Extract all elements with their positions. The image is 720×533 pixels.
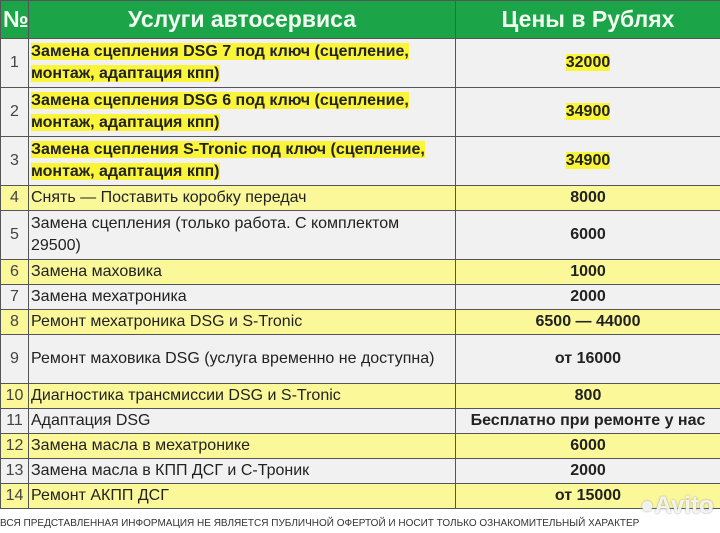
price-cell: 800 <box>455 383 720 409</box>
table-row: 14 Ремонт АКПП ДСГ от 15000 <box>0 483 720 509</box>
price-value: от 15000 <box>554 487 622 504</box>
row-number: 2 <box>0 87 29 137</box>
service-cell: Замена сцепления (только работа. С компл… <box>28 210 456 260</box>
service-name: Замена сцепления (только работа. С компл… <box>31 215 400 254</box>
service-name: Ремонт маховика DSG (услуга временно не … <box>31 350 435 367</box>
service-cell: Адаптация DSG <box>28 408 456 434</box>
row-number: 13 <box>0 458 29 484</box>
price-value: 6000 <box>570 437 606 454</box>
service-name: Ремонт мехатроника DSG и S-Tronic <box>31 313 303 330</box>
price-value: 34900 <box>565 152 611 169</box>
price-value: 800 <box>574 387 602 404</box>
price-table: № Услуги автосервиса Цены в Рублях 1 Заме… <box>0 0 720 509</box>
service-name: Замена сцепления DSG 6 под ключ (сцеплен… <box>31 92 409 131</box>
header-num: № <box>0 0 29 39</box>
price-value: 34900 <box>565 103 611 120</box>
price-value: 32000 <box>565 54 611 71</box>
row-number: 4 <box>0 185 29 211</box>
row-number: 3 <box>0 136 29 186</box>
table-row: 8 Ремонт мехатроника DSG и S-Tronic 6500 —… <box>0 309 720 335</box>
service-name: Замена сцепления S-Tronic под ключ (сцеп… <box>31 141 425 180</box>
price-value: от 16000 <box>554 350 622 367</box>
table-row: 6 Замена маховика 1000 <box>0 259 720 285</box>
service-cell: Ремонт мехатроника DSG и S-Tronic <box>28 309 456 335</box>
row-number: 1 <box>0 38 29 88</box>
table-row: 4 Снять — Поставить коробку передач 8000 <box>0 185 720 211</box>
service-cell: Замена сцепления DSG 7 под ключ (сцеплен… <box>28 38 456 88</box>
row-number: 7 <box>0 284 29 310</box>
row-number: 11 <box>0 408 29 434</box>
price-cell: 34900 <box>455 136 720 186</box>
row-number: 10 <box>0 383 29 409</box>
price-cell: Бесплатно при ремонте у нас <box>455 408 720 434</box>
header-service: Услуги автосервиса <box>28 0 456 39</box>
service-cell: Замена масла в мехатронике <box>28 433 456 459</box>
disclaimer: ВСЯ ПРЕДСТАВЛЕННАЯ ИНФОРМАЦИЯ НЕ ЯВЛЯЕТС… <box>0 518 640 529</box>
service-name: Ремонт АКПП ДСГ <box>31 487 169 504</box>
service-name: Адаптация DSG <box>31 412 151 429</box>
price-cell: от 16000 <box>455 334 720 384</box>
row-number: 14 <box>0 483 29 509</box>
price-cell: 6000 <box>455 210 720 260</box>
table-row: 2 Замена сцепления DSG 6 под ключ (сцепле… <box>0 87 720 137</box>
service-name: Замена маховика <box>31 263 162 280</box>
service-cell: Замена мехатроника <box>28 284 456 310</box>
price-value: 1000 <box>570 263 606 280</box>
avito-watermark: ●Avito <box>640 492 714 519</box>
service-name: Диагностика трансмиссии DSG и S-Tronic <box>31 387 341 404</box>
row-number: 6 <box>0 259 29 285</box>
service-cell: Диагностика трансмиссии DSG и S-Tronic <box>28 383 456 409</box>
price-cell: 6500 — 44000 <box>455 309 720 335</box>
price-cell: 34900 <box>455 87 720 137</box>
price-cell: 2000 <box>455 284 720 310</box>
table-row: 11 Адаптация DSG Бесплатно при ремонте у н… <box>0 408 720 434</box>
row-number: 8 <box>0 309 29 335</box>
price-value: Бесплатно при ремонте у нас <box>470 412 706 429</box>
service-name: Замена масла в КПП ДСГ и С-Троник <box>31 462 310 479</box>
row-number: 5 <box>0 210 29 260</box>
service-name: Замена сцепления DSG 7 под ключ (сцеплен… <box>31 43 409 82</box>
price-value: 2000 <box>570 288 606 305</box>
price-value: 2000 <box>570 462 606 479</box>
table-row: 1 Замена сцепления DSG 7 под ключ (сцепле… <box>0 38 720 88</box>
service-cell: Ремонт маховика DSG (услуга временно не … <box>28 334 456 384</box>
price-cell: 6000 <box>455 433 720 459</box>
table-row: 13 Замена масла в КПП ДСГ и С-Троник 2000 <box>0 458 720 484</box>
service-cell: Снять — Поставить коробку передач <box>28 185 456 211</box>
price-cell: от 15000 <box>455 483 720 509</box>
table-row: 7 Замена мехатроника 2000 <box>0 284 720 310</box>
row-number: 12 <box>0 433 29 459</box>
header-price: Цены в Рублях <box>455 0 720 39</box>
table-header: № Услуги автосервиса Цены в Рублях <box>0 0 720 39</box>
service-name: Замена мехатроника <box>31 288 187 305</box>
service-name: Замена масла в мехатронике <box>31 437 251 454</box>
table-row: 9 Ремонт маховика DSG (услуга временно не… <box>0 334 720 384</box>
service-cell: Замена сцепления DSG 6 под ключ (сцеплен… <box>28 87 456 137</box>
service-cell: Замена сцепления S-Tronic под ключ (сцеп… <box>28 136 456 186</box>
table-row: 5 Замена сцепления (только работа. С комп… <box>0 210 720 260</box>
row-number: 9 <box>0 334 29 384</box>
service-cell: Ремонт АКПП ДСГ <box>28 483 456 509</box>
price-value: 6000 <box>570 226 606 243</box>
table-row: 12 Замена масла в мехатронике 6000 <box>0 433 720 459</box>
service-name: Снять — Поставить коробку передач <box>31 189 307 206</box>
price-value: 6500 — 44000 <box>535 313 641 330</box>
service-cell: Замена маховика <box>28 259 456 285</box>
price-cell: 1000 <box>455 259 720 285</box>
price-cell: 2000 <box>455 458 720 484</box>
table-row: 3 Замена сцепления S-Tronic под ключ (сце… <box>0 136 720 186</box>
price-value: 8000 <box>570 189 606 206</box>
service-cell: Замена масла в КПП ДСГ и С-Троник <box>28 458 456 484</box>
table-row: 10 Диагностика трансмиссии DSG и S-Tronic… <box>0 383 720 409</box>
price-cell: 32000 <box>455 38 720 88</box>
price-cell: 8000 <box>455 185 720 211</box>
